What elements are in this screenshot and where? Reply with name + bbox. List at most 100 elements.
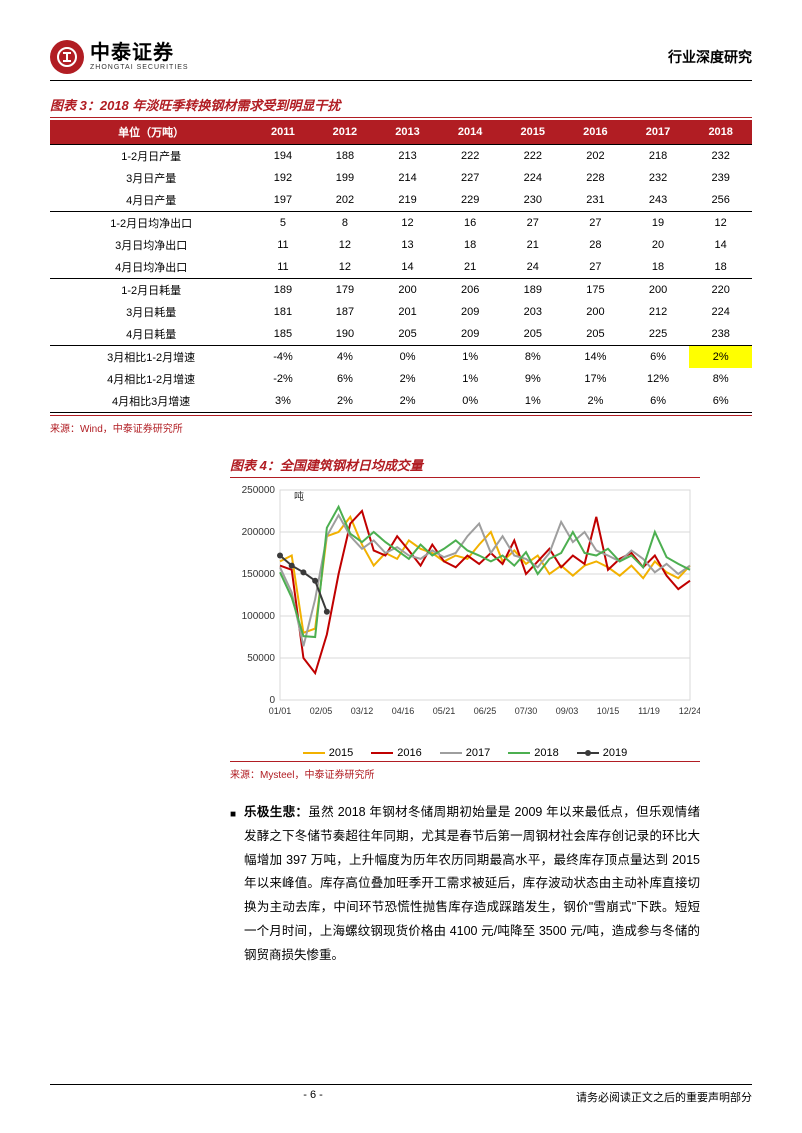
table-cell: 203 [501, 301, 564, 323]
fig4-title: 图表 4：全国建筑钢材日均成交量 [230, 455, 700, 478]
table-cell: 214 [376, 167, 439, 189]
table-cell: 187 [314, 301, 377, 323]
page-number: - 6 - [303, 1089, 323, 1105]
table-cell: 232 [689, 145, 752, 168]
table-cell: 4月日均净出口 [50, 256, 252, 279]
table-cell: 6% [627, 346, 690, 369]
table-cell: 0% [439, 390, 502, 413]
page-header: 中泰证券 ZHONGTAI SECURITIES 行业深度研究 [50, 40, 752, 81]
table-cell: 200 [564, 301, 627, 323]
body-paragraph: ■ 乐极生悲：虽然 2018 年钢材冬储周期初始量是 2009 年以来最低点，但… [230, 801, 700, 967]
fig3-table: 单位（万吨）20112012201320142015201620172018 1… [50, 120, 752, 413]
table-cell: 220 [689, 279, 752, 302]
table-cell: 6% [627, 390, 690, 413]
table-cell: 232 [627, 167, 690, 189]
table-header: 2016 [564, 120, 627, 145]
table-cell: 1% [439, 368, 502, 390]
table-cell: 2% [376, 368, 439, 390]
legend-item: 2015 [303, 747, 353, 759]
table-cell: 5 [252, 212, 313, 235]
logo-en: ZHONGTAI SECURITIES [90, 64, 189, 72]
table-header: 2012 [314, 120, 377, 145]
table-cell: 199 [314, 167, 377, 189]
table-cell: 3月日均净出口 [50, 234, 252, 256]
table-cell: 2% [689, 346, 752, 369]
table-cell: 18 [627, 256, 690, 279]
svg-text:100000: 100000 [242, 611, 276, 622]
table-cell: 225 [627, 323, 690, 346]
table-cell: 205 [501, 323, 564, 346]
table-cell: 185 [252, 323, 313, 346]
table-cell: 24 [501, 256, 564, 279]
table-cell: 1-2月日耗量 [50, 279, 252, 302]
table-cell: 224 [689, 301, 752, 323]
logo-cn: 中泰证券 [90, 42, 189, 64]
legend-item: 2019 [577, 747, 627, 759]
table-cell: 200 [627, 279, 690, 302]
svg-text:01/01: 01/01 [269, 706, 292, 716]
table-cell: 227 [439, 167, 502, 189]
svg-text:07/30: 07/30 [515, 706, 538, 716]
table-cell: 17% [564, 368, 627, 390]
svg-text:50000: 50000 [247, 653, 275, 664]
table-cell: 206 [439, 279, 502, 302]
table-cell: 197 [252, 189, 313, 212]
table-cell: 20 [627, 234, 690, 256]
svg-text:200000: 200000 [242, 527, 276, 538]
fig4-source: 来源：Mysteel，中泰证券研究所 [230, 761, 700, 781]
table-cell: 2% [314, 390, 377, 413]
svg-text:0: 0 [269, 695, 275, 706]
svg-text:06/25: 06/25 [474, 706, 497, 716]
legend-item: 2018 [508, 747, 558, 759]
table-cell: 11 [252, 256, 313, 279]
legend-item: 2017 [440, 747, 490, 759]
table-cell: 219 [376, 189, 439, 212]
table-cell: 8% [501, 346, 564, 369]
table-cell: 201 [376, 301, 439, 323]
table-cell: 12 [376, 212, 439, 235]
table-cell: 9% [501, 368, 564, 390]
table-cell: 28 [564, 234, 627, 256]
table-cell: 256 [689, 189, 752, 212]
doc-category: 行业深度研究 [668, 47, 752, 67]
table-cell: 1% [439, 346, 502, 369]
table-cell: 6% [689, 390, 752, 413]
table-cell: 190 [314, 323, 377, 346]
table-cell: 222 [501, 145, 564, 168]
table-header: 2014 [439, 120, 502, 145]
table-cell: 12 [689, 212, 752, 235]
legend-item: 2016 [371, 747, 421, 759]
table-cell: 239 [689, 167, 752, 189]
svg-text:11/19: 11/19 [638, 706, 660, 716]
table-cell: 209 [439, 301, 502, 323]
table-cell: 175 [564, 279, 627, 302]
table-cell: 209 [439, 323, 502, 346]
footer-disclaimer: 请务必阅读正文之后的重要声明部分 [576, 1089, 752, 1105]
table-cell: 222 [439, 145, 502, 168]
table-cell: -4% [252, 346, 313, 369]
table-cell: 18 [689, 256, 752, 279]
table-cell: 4月日产量 [50, 189, 252, 212]
table-cell: 4月相比3月增速 [50, 390, 252, 413]
table-cell: 181 [252, 301, 313, 323]
table-cell: 238 [689, 323, 752, 346]
table-cell: 1-2月日均净出口 [50, 212, 252, 235]
table-cell: 6% [314, 368, 377, 390]
table-cell: 14 [376, 256, 439, 279]
table-cell: 188 [314, 145, 377, 168]
logo: 中泰证券 ZHONGTAI SECURITIES [50, 40, 189, 74]
table-cell: 2% [564, 390, 627, 413]
table-cell: 3月日产量 [50, 167, 252, 189]
table-cell: 213 [376, 145, 439, 168]
table-cell: 200 [376, 279, 439, 302]
fig3-title: 图表 3：2018 年淡旺季转换钢材需求受到明显干扰 [50, 95, 752, 118]
table-cell: 3月相比1-2月增速 [50, 346, 252, 369]
table-cell: 230 [501, 189, 564, 212]
fig3-source: 来源：Wind，中泰证券研究所 [50, 415, 752, 435]
table-cell: 19 [627, 212, 690, 235]
svg-text:04/16: 04/16 [392, 706, 415, 716]
table-cell: 202 [564, 145, 627, 168]
table-cell: 27 [564, 212, 627, 235]
table-cell: 205 [376, 323, 439, 346]
table-cell: 27 [501, 212, 564, 235]
